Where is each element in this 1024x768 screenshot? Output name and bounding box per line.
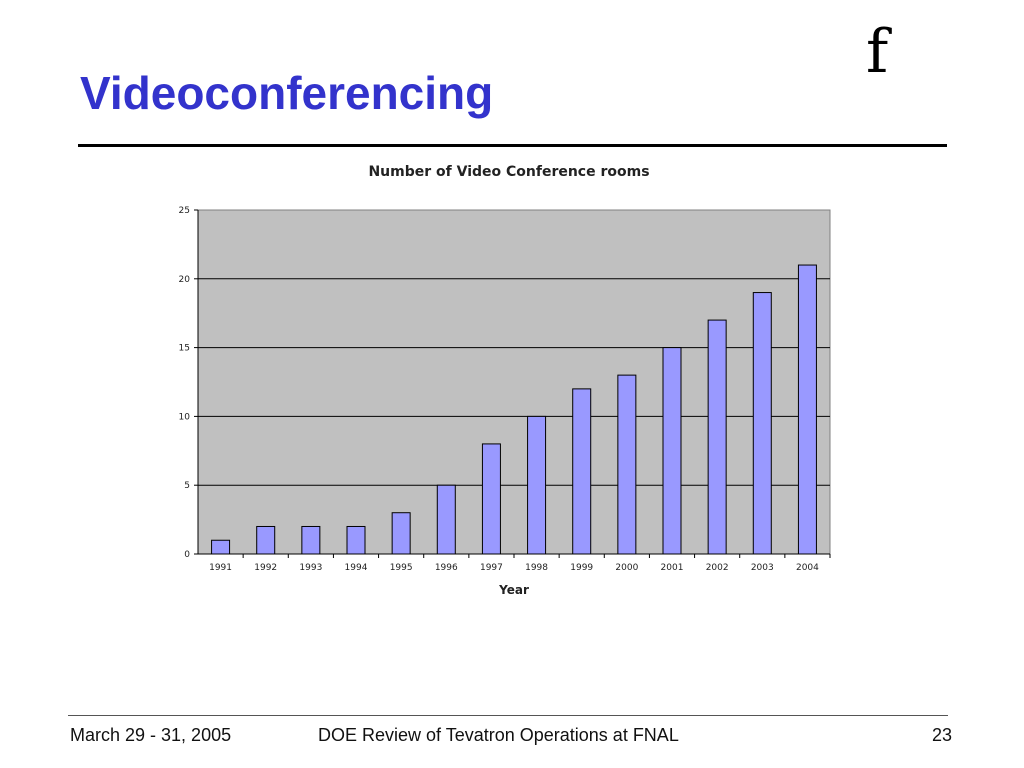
footer-event: DOE Review of Tevatron Operations at FNA…: [318, 725, 679, 745]
bar-2000: [617, 374, 637, 555]
y-tick-label: 25: [179, 206, 190, 216]
bar-chart: Number of Video Conference rooms 0 5 10 15 2…: [179, 164, 831, 597]
bar-1993: [301, 525, 321, 555]
x-tick-label: 1995: [390, 563, 413, 573]
bar-2001: [662, 347, 682, 555]
bar-1997: [481, 443, 501, 555]
x-tick-label: 1994: [345, 563, 368, 573]
bar-2004: [797, 264, 817, 555]
bar-1996: [436, 484, 456, 555]
footer-divider: [68, 715, 948, 716]
x-tick-labels: 1991 1992 1993 1994 1995 1996 1997 1998 1999 2000…: [209, 563, 819, 573]
bar-1999: [572, 388, 592, 555]
y-tick-label: 10: [179, 412, 191, 422]
axes: [194, 209, 831, 558]
x-tick-label: 1996: [435, 563, 458, 573]
x-tick-label: 1997: [480, 563, 503, 573]
title-divider: [78, 144, 947, 147]
x-tick-label: 1991: [209, 563, 232, 573]
bar-1998: [527, 415, 547, 555]
plot-area: [197, 209, 831, 555]
footer-date: March 29 - 31, 2005: [70, 725, 232, 745]
bar-1992: [256, 525, 276, 555]
bar-1991: [211, 539, 231, 555]
x-tick-label: 2004: [796, 563, 819, 573]
chart-title: Number of Video Conference rooms: [368, 164, 649, 180]
y-tick-labels: 0 5 10 15 20 25: [179, 206, 191, 560]
bar-2002: [707, 319, 727, 555]
footer-page-number: 23: [932, 725, 953, 745]
fermilab-logo: f: [866, 17, 889, 87]
y-tick-label: 5: [184, 481, 190, 491]
y-tick-label: 0: [184, 550, 190, 560]
x-tick-label: 1992: [254, 563, 277, 573]
y-tick-label: 20: [179, 275, 191, 285]
bar-1995: [391, 512, 411, 555]
x-tick-label: 2001: [661, 563, 684, 573]
x-tick-label: 2003: [751, 563, 774, 573]
bar-2003: [752, 292, 772, 555]
x-tick-label: 2002: [706, 563, 729, 573]
bar-1994: [346, 525, 366, 555]
x-tick-label: 1999: [570, 563, 593, 573]
x-tick-label: 2000: [615, 563, 638, 573]
y-tick-label: 15: [179, 344, 190, 354]
slide-title: Videoconferencing: [80, 67, 494, 119]
x-tick-label: 1993: [299, 563, 322, 573]
x-tick-label: 1998: [525, 563, 548, 573]
x-axis-label: Year: [498, 583, 529, 597]
